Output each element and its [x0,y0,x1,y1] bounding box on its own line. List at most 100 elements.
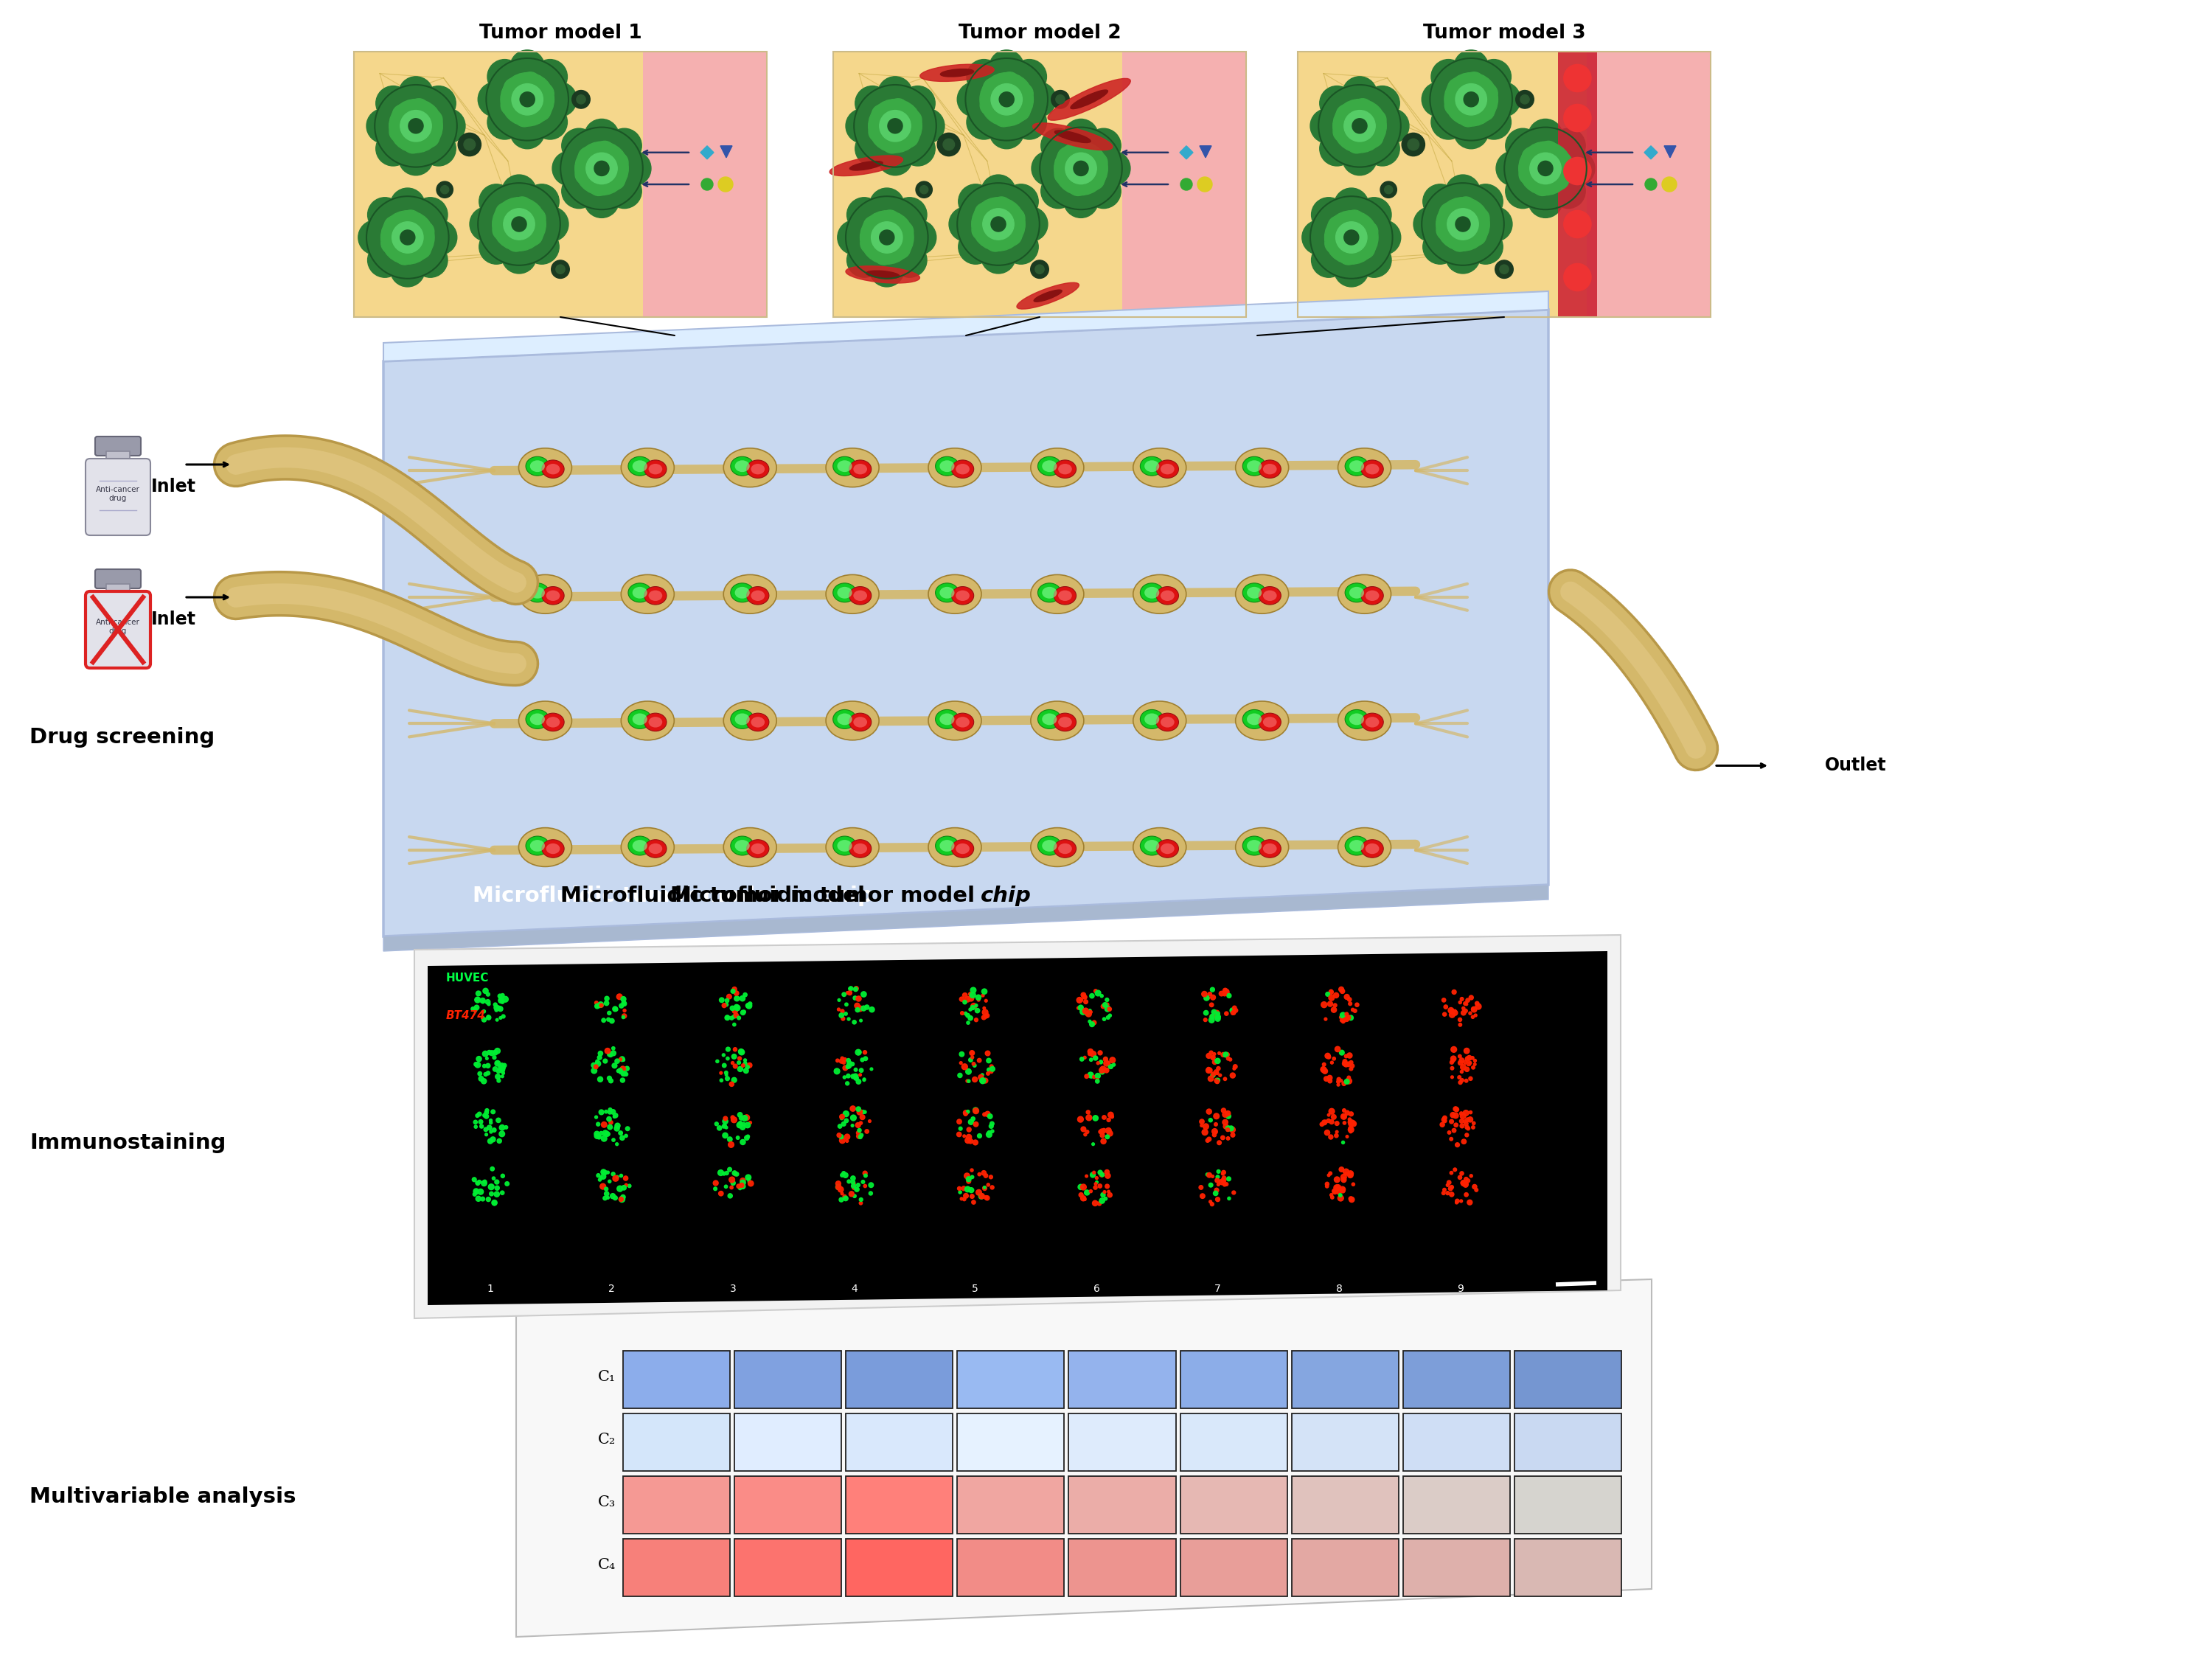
Circle shape [1336,1190,1340,1194]
Ellipse shape [1057,465,1073,474]
Circle shape [847,197,880,232]
Circle shape [1214,1058,1221,1063]
Ellipse shape [849,587,872,604]
Circle shape [498,994,502,999]
Circle shape [493,1055,495,1060]
Circle shape [860,1133,863,1136]
Circle shape [575,164,595,184]
Circle shape [624,1176,628,1181]
Circle shape [495,1073,500,1078]
Circle shape [1469,229,1502,264]
Circle shape [969,1058,973,1062]
Polygon shape [383,292,1548,362]
Ellipse shape [730,582,754,602]
Circle shape [836,1058,838,1062]
Circle shape [969,1138,973,1143]
Ellipse shape [1057,717,1073,727]
Circle shape [1082,995,1086,999]
Circle shape [975,202,995,224]
Ellipse shape [1144,713,1159,725]
Circle shape [1327,1113,1329,1117]
Ellipse shape [929,828,982,866]
Circle shape [504,78,524,98]
Circle shape [869,187,905,222]
Circle shape [1327,1175,1329,1176]
Circle shape [838,1138,845,1143]
Circle shape [836,1185,841,1190]
Circle shape [504,1125,509,1130]
Circle shape [484,999,491,1004]
Text: Tumor model 2: Tumor model 2 [958,23,1121,43]
Circle shape [1548,169,1568,189]
Circle shape [856,1050,860,1055]
Ellipse shape [836,713,852,725]
Circle shape [1097,1201,1102,1206]
Circle shape [1325,211,1378,264]
Circle shape [856,1183,860,1186]
Circle shape [1106,1173,1110,1178]
FancyBboxPatch shape [86,591,150,669]
Circle shape [1352,1121,1356,1126]
Circle shape [1230,1133,1234,1136]
Circle shape [984,1112,991,1117]
Ellipse shape [546,591,560,601]
Circle shape [602,1130,608,1135]
Circle shape [863,216,885,237]
Text: C₃: C₃ [597,1495,615,1510]
Circle shape [1040,128,1121,209]
Ellipse shape [1263,591,1276,601]
Circle shape [984,1196,989,1199]
Circle shape [1531,153,1562,184]
Circle shape [987,1072,989,1075]
Circle shape [847,1058,849,1062]
Circle shape [608,1120,613,1125]
Circle shape [606,1017,611,1022]
Ellipse shape [1031,574,1084,614]
Circle shape [1365,131,1400,166]
Circle shape [560,128,644,209]
Circle shape [975,1009,980,1014]
Circle shape [608,1125,613,1130]
Bar [106,584,131,599]
Circle shape [478,182,560,265]
Circle shape [971,1176,973,1178]
Bar [1121,51,1245,317]
Circle shape [1374,108,1409,143]
Circle shape [858,1073,860,1077]
Ellipse shape [734,713,750,725]
Ellipse shape [750,717,765,727]
Circle shape [595,1000,597,1005]
Circle shape [1564,105,1590,131]
FancyBboxPatch shape [86,458,150,536]
Circle shape [602,1170,606,1175]
Ellipse shape [1055,131,1091,143]
Circle shape [1312,242,1345,277]
Bar [1515,1413,1621,1472]
Circle shape [1095,1080,1099,1083]
Circle shape [860,1005,867,1010]
Ellipse shape [546,843,560,854]
Circle shape [1099,1173,1104,1176]
Circle shape [1349,1067,1354,1070]
Circle shape [712,1181,719,1186]
Circle shape [967,60,1002,95]
Circle shape [969,1188,973,1193]
Circle shape [487,1057,489,1060]
Circle shape [493,1002,498,1007]
Circle shape [591,1068,597,1073]
Polygon shape [1644,146,1657,159]
Circle shape [1223,1183,1225,1186]
Circle shape [1442,1012,1447,1017]
Circle shape [1055,141,1108,196]
Circle shape [1455,217,1471,232]
Circle shape [1354,1009,1356,1012]
Ellipse shape [1248,713,1261,725]
Circle shape [500,1000,504,1004]
Ellipse shape [526,836,549,856]
Circle shape [843,1112,849,1117]
Circle shape [1082,992,1086,997]
Circle shape [493,1067,498,1072]
Circle shape [734,1014,739,1017]
Circle shape [1467,1055,1471,1060]
Circle shape [604,1048,611,1053]
